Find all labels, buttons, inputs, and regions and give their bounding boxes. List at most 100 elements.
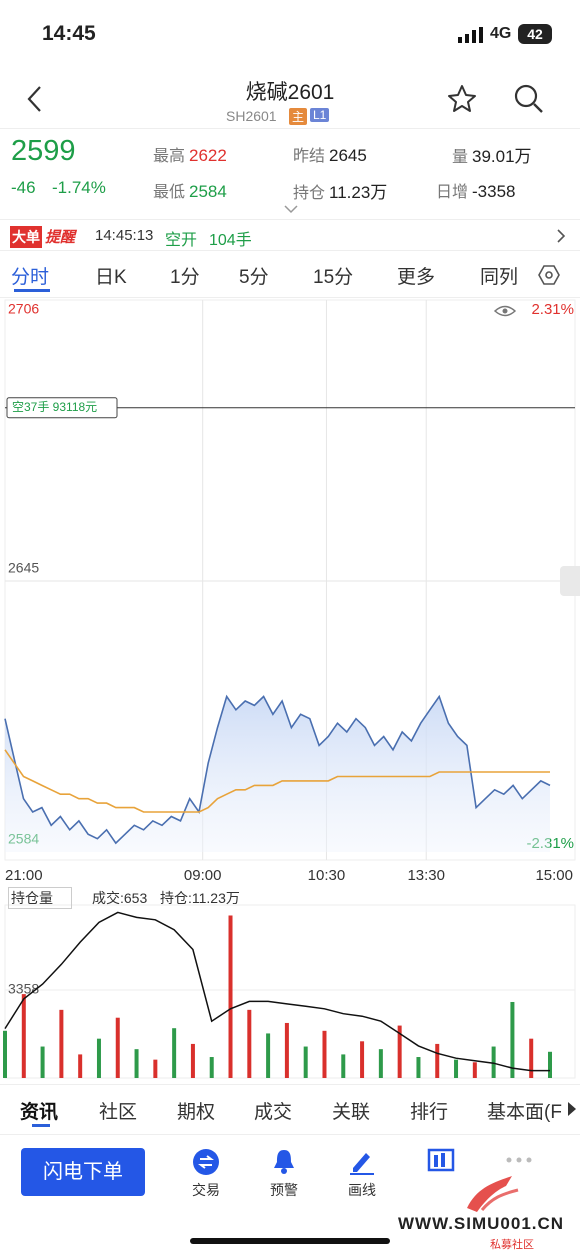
volume-bar bbox=[284, 1022, 289, 1078]
watermark-name: 私募社区 bbox=[490, 1239, 534, 1251]
draw-icon[interactable] bbox=[348, 1148, 376, 1176]
favorite-button[interactable] bbox=[446, 83, 478, 115]
stat-label: 持仓 bbox=[293, 185, 326, 202]
volume-bar bbox=[529, 1038, 534, 1078]
stat-value: 2622 bbox=[189, 146, 227, 165]
stat-high: 最高 2622 bbox=[153, 142, 227, 166]
volume-bar bbox=[491, 1046, 496, 1078]
settings-button[interactable] bbox=[538, 264, 560, 286]
bottom-tab[interactable]: 期权 bbox=[177, 1102, 216, 1123]
bottom-tab[interactable]: 社区 bbox=[99, 1102, 138, 1123]
f10-icon[interactable] bbox=[427, 1148, 455, 1174]
stat-value: 2584 bbox=[189, 182, 227, 201]
volume-bar bbox=[96, 1038, 101, 1078]
last-price: 2599 bbox=[11, 135, 76, 167]
contract-code: SH2601 bbox=[226, 108, 277, 124]
toolbar-label[interactable]: 画线 bbox=[348, 1182, 376, 1198]
side-handle[interactable] bbox=[560, 566, 580, 596]
tab[interactable]: 日K bbox=[95, 267, 127, 288]
more-icon[interactable] bbox=[505, 1156, 533, 1164]
tab[interactable]: 15分 bbox=[313, 267, 354, 288]
order-label: 空37手 93118元 bbox=[12, 400, 97, 414]
signal-icon bbox=[458, 27, 483, 43]
volume-bar bbox=[247, 1009, 252, 1078]
bottom-tab[interactable]: 资讯 bbox=[20, 1102, 59, 1123]
tabs-more[interactable] bbox=[566, 1101, 578, 1117]
watermark-site: WWW.SIMU001.CN bbox=[398, 1214, 565, 1233]
stat-label: 昨结 bbox=[293, 148, 326, 165]
divider bbox=[0, 297, 580, 298]
average-line bbox=[4, 749, 550, 813]
toolbar-label[interactable]: 预警 bbox=[270, 1182, 298, 1198]
stat-value: 39.01万 bbox=[472, 147, 532, 166]
bottom-tab[interactable]: 成交 bbox=[254, 1102, 293, 1123]
stat-label: 量 bbox=[452, 149, 469, 166]
alert-more[interactable] bbox=[555, 228, 567, 244]
tab[interactable]: 5分 bbox=[239, 267, 269, 288]
expand-chevron[interactable] bbox=[283, 204, 299, 214]
y-tick-label: 2645 bbox=[8, 560, 39, 576]
volume-bar bbox=[510, 1001, 515, 1078]
divider bbox=[0, 128, 580, 129]
eye-icon[interactable] bbox=[493, 303, 517, 319]
y2-tick-label: 2.31% bbox=[531, 301, 574, 318]
bottom-tab[interactable]: 排行 bbox=[410, 1102, 449, 1123]
status-time: 14:45 bbox=[42, 22, 96, 45]
change: -46 bbox=[11, 178, 36, 197]
divider bbox=[0, 250, 580, 251]
search-button[interactable] bbox=[513, 83, 545, 115]
volume-bar bbox=[454, 1059, 459, 1078]
alarm-icon[interactable] bbox=[270, 1148, 298, 1176]
alert-tag: 大单 bbox=[10, 226, 42, 248]
tab[interactable]: 同列 bbox=[480, 267, 519, 288]
volume-label: 成交:653 bbox=[92, 890, 148, 906]
page-title: 烧碱2601 bbox=[245, 81, 335, 104]
price-area bbox=[5, 696, 550, 852]
badge-main: 主 bbox=[289, 108, 308, 125]
volume-bar bbox=[21, 994, 26, 1078]
bottom-tab[interactable]: 基本面(F bbox=[487, 1102, 562, 1123]
trade-icon[interactable] bbox=[192, 1148, 220, 1176]
stat-low: 最低 2584 bbox=[153, 178, 227, 202]
flash-order-button[interactable]: 闪电下单 bbox=[21, 1148, 145, 1196]
volume-bar bbox=[303, 1046, 308, 1078]
tab-underline bbox=[14, 289, 50, 292]
x-tick-label: 21:00 bbox=[5, 867, 43, 884]
volume-bar bbox=[360, 1041, 365, 1078]
x-tick-label: 13:30 bbox=[407, 867, 445, 884]
stat-label: 最高 bbox=[153, 148, 186, 165]
volume-bar bbox=[472, 1062, 477, 1078]
volume-bar bbox=[172, 1028, 177, 1078]
oi-label: 持仓:11.23万 bbox=[160, 890, 240, 906]
plot-frame bbox=[4, 904, 576, 1079]
battery: 42 bbox=[518, 24, 552, 44]
status-network: 4G bbox=[490, 25, 512, 42]
stat-label: 最低 bbox=[153, 184, 186, 201]
stat-prev: 昨结 2645 bbox=[293, 142, 367, 166]
volume-bar bbox=[78, 1054, 83, 1078]
volume-bar bbox=[435, 1043, 440, 1078]
open-interest-line bbox=[4, 911, 550, 1072]
volume-bar bbox=[3, 1030, 7, 1078]
alert-qty: 104手 bbox=[209, 232, 252, 249]
tab[interactable]: 更多 bbox=[397, 267, 436, 288]
bottom-tab[interactable]: 关联 bbox=[332, 1102, 371, 1123]
stat-volume: 量 39.01万 bbox=[452, 142, 532, 167]
x-tick-label: 15:00 bbox=[535, 867, 573, 884]
bottom-tab-underline bbox=[32, 1124, 50, 1127]
home-indicator bbox=[190, 1238, 390, 1244]
stat-value: 2645 bbox=[329, 146, 367, 165]
y-tick-label: 2706 bbox=[8, 301, 39, 317]
back-button[interactable] bbox=[24, 84, 46, 114]
volume-bar bbox=[209, 1057, 214, 1078]
badge-level: L1 bbox=[310, 108, 330, 122]
tab[interactable]: 分时 bbox=[11, 267, 50, 288]
toolbar-label[interactable]: 交易 bbox=[192, 1182, 220, 1198]
oi-selector[interactable]: 持仓量 bbox=[8, 887, 72, 909]
tab[interactable]: 1分 bbox=[170, 267, 200, 288]
volume-bar bbox=[134, 1049, 139, 1078]
volume-bar bbox=[153, 1059, 158, 1078]
stat-value: -3358 bbox=[472, 182, 516, 201]
divider bbox=[0, 1084, 580, 1085]
